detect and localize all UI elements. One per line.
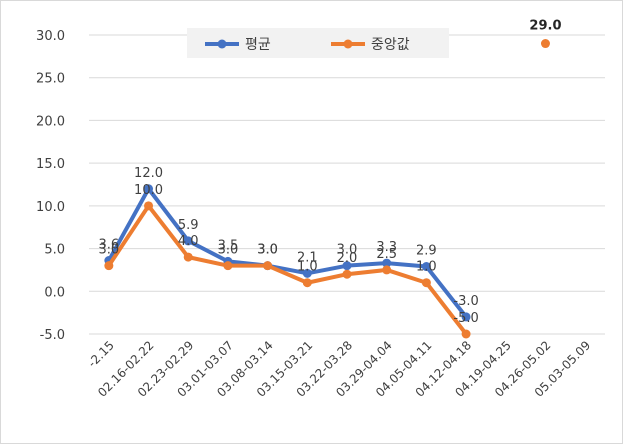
data-label-median: 1.0: [297, 260, 318, 275]
data-label-median: 3.0: [257, 243, 278, 258]
data-point-median: [382, 265, 392, 275]
data-label-median: -5.0: [453, 311, 478, 326]
x-tick-label: -2.15: [85, 338, 117, 370]
data-point-median: [342, 269, 352, 279]
data-point-median: [223, 261, 233, 271]
data-point-mean: [183, 236, 193, 246]
data-point-median: [144, 201, 154, 211]
data-label-median: 1.0: [416, 260, 437, 275]
data-label-mean: 2.1: [297, 250, 318, 265]
data-label-median: 2.0: [337, 251, 358, 266]
legend-label: 평균: [245, 37, 271, 53]
data-label-median: 3.0: [218, 243, 239, 258]
data-point-mean: [421, 262, 431, 272]
y-tick-label: 5.0: [44, 243, 65, 258]
data-point-median: [302, 278, 312, 288]
data-label-median: 2.5: [376, 247, 397, 262]
data-label-mean: 3.3: [376, 240, 397, 255]
legend-item-mean: 평균: [205, 37, 271, 53]
y-tick-label: 10.0: [36, 200, 65, 215]
x-axis-ticks: -2.1502.16-02.2202.23-02.2903.01-03.0703…: [85, 338, 593, 400]
data-label-mean: 3.6: [99, 238, 120, 253]
data-label-mean: 5.9: [178, 218, 199, 233]
data-label-mean: 3.0: [337, 243, 358, 258]
series-line-mean: [106, 186, 469, 319]
data-point-median: [540, 39, 550, 49]
data-point-mean: [144, 184, 154, 194]
data-label-mean: 3.5: [218, 238, 239, 253]
data-label-mean: 3.0: [257, 243, 278, 258]
y-tick-label: 20.0: [36, 114, 65, 129]
data-point-median: [421, 278, 431, 288]
data-label-median: 3.0: [99, 243, 120, 258]
legend-item-median: 중앙값: [331, 37, 410, 53]
series-line-median: [106, 203, 469, 336]
y-tick-label: 15.0: [36, 157, 65, 172]
data-labels: 3.612.05.93.5 3.02.13.0 3.3 2.9-3.03.010.04…: [99, 19, 562, 326]
data-label-median: 29.0: [529, 19, 561, 34]
data-point-median: [461, 329, 471, 339]
data-point-mean: [302, 268, 312, 278]
y-tick-label: -5.0: [40, 328, 65, 343]
data-point-mean: [342, 261, 352, 271]
data-label-median: 10.0: [134, 183, 163, 198]
data-label-median: 4.0: [178, 234, 199, 249]
y-axis-ticks: -5.0 0.0 5.0 10.0 15.0 20.0 25.0 30.0: [36, 29, 65, 343]
gridlines: [89, 34, 605, 335]
data-label-mean: 2.9: [416, 244, 437, 259]
data-point-median: [104, 261, 114, 271]
data-label-mean: 12.0: [134, 166, 163, 181]
data-point-mean: [461, 312, 471, 322]
data-point-mean: [382, 258, 392, 268]
legend-label: 중앙값: [371, 37, 410, 53]
legend-swatch-marker: [217, 39, 227, 49]
legend: 평균 중앙값: [187, 28, 449, 58]
y-tick-label: 25.0: [36, 72, 65, 87]
data-point-median: [263, 261, 273, 271]
data-label-mean: -3.0: [453, 294, 478, 309]
y-tick-label: 30.0: [36, 29, 65, 44]
series-lines: [104, 39, 550, 339]
y-tick-label: 0.0: [44, 285, 65, 300]
data-point-median: [183, 252, 193, 262]
legend-swatch-marker: [343, 39, 353, 49]
